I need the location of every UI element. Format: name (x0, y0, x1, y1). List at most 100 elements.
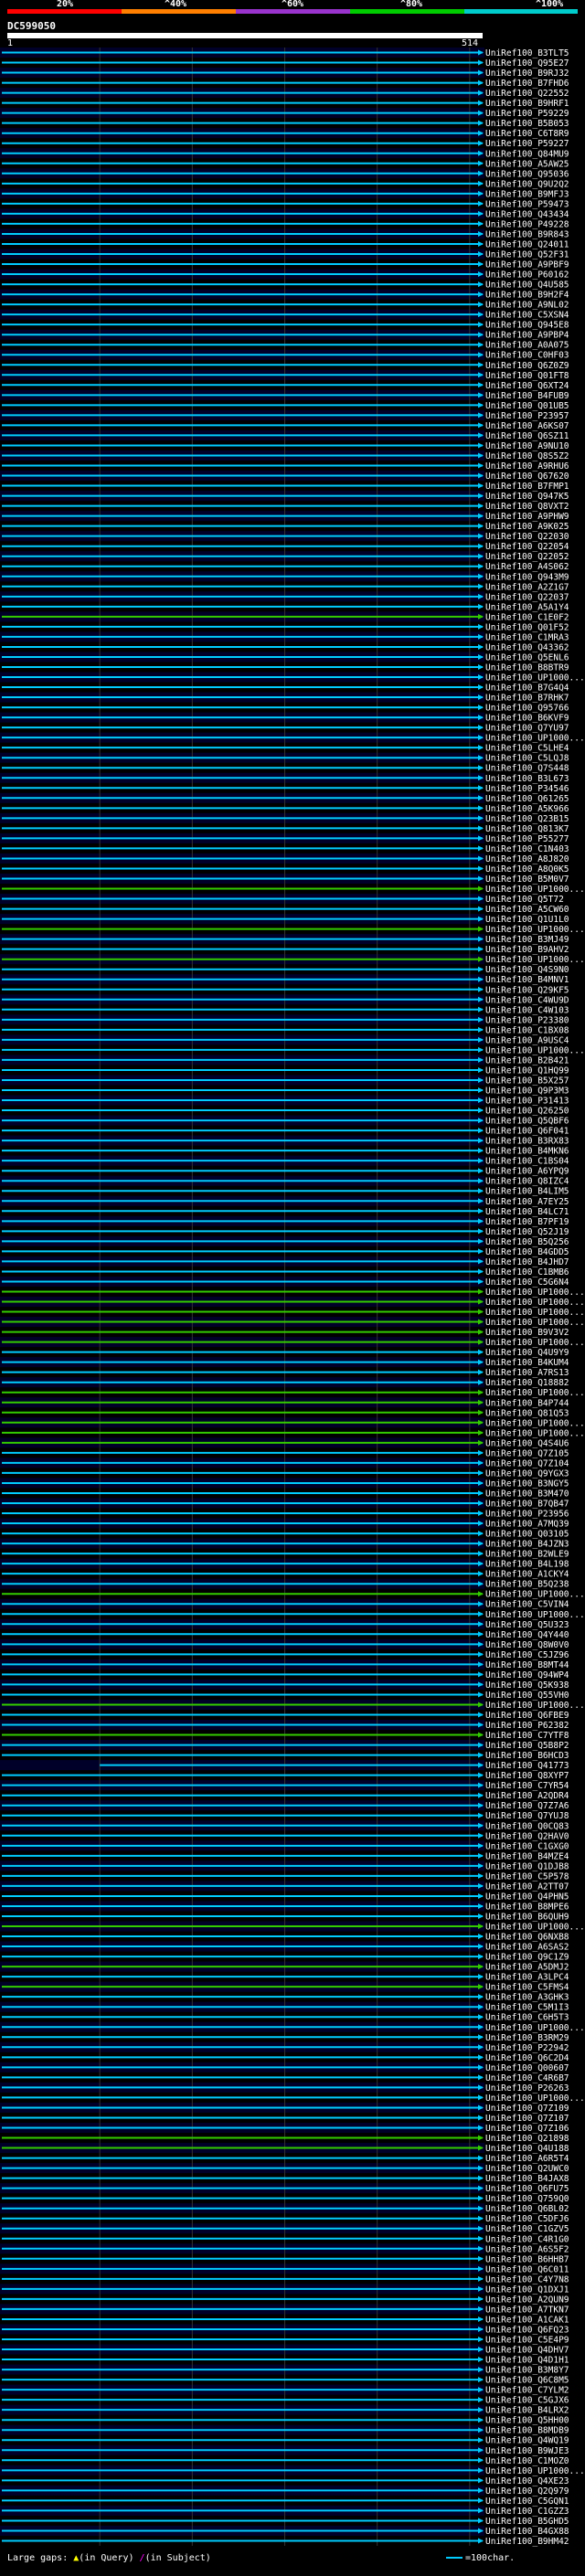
hit-label[interactable]: UniRef100_Q7Z7A6 (485, 1801, 569, 1811)
hit-label[interactable]: UniRef100_C5LHE4 (485, 744, 569, 754)
hit-label[interactable]: UniRef100_Q947K5 (485, 492, 569, 502)
hit-label[interactable]: UniRef100_UP1000... (485, 1338, 585, 1348)
hit-label[interactable]: UniRef100_Q5ENL6 (485, 652, 569, 663)
hit-label[interactable]: UniRef100_A2QUN9 (485, 2295, 569, 2305)
hit-label[interactable]: UniRef100_Q7Z106 (485, 2124, 569, 2134)
hit-label[interactable]: UniRef100_A5A1Y4 (485, 602, 569, 612)
hit-label[interactable]: UniRef100_Q8XYP7 (485, 1771, 569, 1781)
hit-label[interactable]: UniRef100_C4R6B7 (485, 2073, 569, 2083)
hit-label[interactable]: UniRef100_Q4S4U6 (485, 1438, 569, 1448)
hit-label[interactable]: UniRef100_A6YPQ9 (485, 1167, 569, 1177)
hit-label[interactable]: UniRef100_UP1000... (485, 2094, 585, 2104)
hit-label[interactable]: UniRef100_C5VIN4 (485, 1600, 569, 1610)
hit-label[interactable]: UniRef100_A9RHU6 (485, 461, 569, 472)
hit-label[interactable]: UniRef100_UP1000... (485, 1388, 585, 1398)
hit-label[interactable]: UniRef100_Q52J19 (485, 1227, 569, 1237)
hit-label[interactable]: UniRef100_B4FUB9 (485, 391, 569, 401)
hit-label[interactable]: UniRef100_UP1000... (485, 734, 585, 744)
hit-label[interactable]: UniRef100_C1GZV5 (485, 2224, 569, 2234)
hit-label[interactable]: UniRef100_Q2Q979 (485, 2486, 569, 2496)
hit-label[interactable]: UniRef100_B6QUH9 (485, 1912, 569, 1922)
hit-label[interactable]: UniRef100_A7EY25 (485, 1197, 569, 1207)
hit-label[interactable]: UniRef100_A9PBF9 (485, 260, 569, 270)
hit-label[interactable]: UniRef100_UP1000... (485, 1288, 585, 1298)
hit-label[interactable]: UniRef100_Q43362 (485, 642, 569, 652)
hit-label[interactable]: UniRef100_Q9YGX3 (485, 1468, 569, 1479)
hit-label[interactable]: UniRef100_Q22052 (485, 552, 569, 562)
hit-label[interactable]: UniRef100_B8MDB9 (485, 2426, 569, 2436)
hit-label[interactable]: UniRef100_C6T8R9 (485, 129, 569, 139)
hit-label[interactable]: UniRef100_P59473 (485, 199, 569, 209)
hit-label[interactable]: UniRef100_A9NU10 (485, 441, 569, 451)
hit-label[interactable]: UniRef100_Q4D1H1 (485, 2356, 569, 2366)
hit-label[interactable]: UniRef100_A4S062 (485, 562, 569, 572)
hit-label[interactable]: UniRef100_UP1000... (485, 955, 585, 965)
hit-label[interactable]: UniRef100_B7G4Q4 (485, 684, 569, 694)
hit-label[interactable]: UniRef100_UP1000... (485, 925, 585, 935)
hit-label[interactable]: UniRef100_UP1000... (485, 1418, 585, 1428)
hit-label[interactable]: UniRef100_C7YTF8 (485, 1731, 569, 1741)
hit-label[interactable]: UniRef100_B8MPE6 (485, 1902, 569, 1912)
hit-label[interactable]: UniRef100_Q8S5Z2 (485, 451, 569, 461)
hit-label[interactable]: UniRef100_Q6C011 (485, 2264, 569, 2274)
hit-label[interactable]: UniRef100_C4WU9D (485, 995, 569, 1005)
hit-label[interactable]: UniRef100_Q6FU75 (485, 2184, 569, 2194)
hit-label[interactable]: UniRef100_C5GJX6 (485, 2396, 569, 2406)
hit-label[interactable]: UniRef100_A7RS13 (485, 1368, 569, 1378)
hit-label[interactable]: UniRef100_P62382 (485, 1721, 569, 1731)
hit-label[interactable]: UniRef100_B9HRF1 (485, 99, 569, 109)
hit-label[interactable]: UniRef100_A2QDR4 (485, 1791, 569, 1801)
hit-label[interactable]: UniRef100_B9WJE3 (485, 2446, 569, 2456)
hit-label[interactable]: UniRef100_Q41773 (485, 1761, 569, 1771)
hit-label[interactable]: UniRef100_C5LQJ8 (485, 754, 569, 764)
hit-label[interactable]: UniRef100_UP1000... (485, 1045, 585, 1055)
hit-label[interactable]: UniRef100_Q7YUJ8 (485, 1811, 569, 1821)
hit-label[interactable]: UniRef100_B9R843 (485, 229, 569, 239)
hit-label[interactable]: UniRef100_Q00607 (485, 2063, 569, 2073)
hit-label[interactable]: UniRef100_A1CAK1 (485, 2315, 569, 2325)
hit-label[interactable]: UniRef100_B4JAX8 (485, 2174, 569, 2184)
hit-label[interactable]: UniRef100_UP1000... (485, 2466, 585, 2476)
hit-label[interactable]: UniRef100_B4P744 (485, 1398, 569, 1408)
hit-label[interactable]: UniRef100_Q1DXJ1 (485, 2284, 569, 2295)
hit-label[interactable]: UniRef100_UP1000... (485, 1590, 585, 1600)
hit-label[interactable]: UniRef100_P26263 (485, 2083, 569, 2094)
hit-label[interactable]: UniRef100_B5GHD5 (485, 2517, 569, 2527)
hit-label[interactable]: UniRef100_Q67620 (485, 472, 569, 482)
hit-label[interactable]: UniRef100_P59229 (485, 109, 569, 119)
hit-label[interactable]: UniRef100_Q943M9 (485, 572, 569, 582)
hit-label[interactable]: UniRef100_C6H5T3 (485, 2013, 569, 2023)
hit-label[interactable]: UniRef100_Q81Q53 (485, 1408, 569, 1418)
hit-label[interactable]: UniRef100_P31413 (485, 1097, 569, 1107)
hit-label[interactable]: UniRef100_Q1HQ99 (485, 1065, 569, 1076)
hit-label[interactable]: UniRef100_C7YR54 (485, 1781, 569, 1791)
hit-label[interactable]: UniRef100_Q01F52 (485, 622, 569, 632)
hit-label[interactable]: UniRef100_C7YLM2 (485, 2386, 569, 2396)
hit-label[interactable]: UniRef100_UP1000... (485, 673, 585, 684)
hit-label[interactable]: UniRef100_Q6Z0Z9 (485, 361, 569, 371)
hit-label[interactable]: UniRef100_B7QB47 (485, 1499, 569, 1509)
hit-label[interactable]: UniRef100_A9PHW9 (485, 512, 569, 522)
hit-label[interactable]: UniRef100_UP1000... (485, 1318, 585, 1328)
hit-label[interactable]: UniRef100_UP1000... (485, 1428, 585, 1438)
hit-label[interactable]: UniRef100_Q9P3M3 (485, 1087, 569, 1097)
hit-label[interactable]: UniRef100_Q2UWC0 (485, 2164, 569, 2174)
hit-label[interactable]: UniRef100_A9PBP4 (485, 331, 569, 341)
hit-label[interactable]: UniRef100_A5K966 (485, 804, 569, 814)
hit-label[interactable]: UniRef100_Q95E27 (485, 58, 569, 69)
hit-label[interactable]: UniRef100_C1E0F2 (485, 612, 569, 622)
hit-label[interactable]: UniRef100_B4MZE4 (485, 1851, 569, 1861)
hit-label[interactable]: UniRef100_A0A075 (485, 341, 569, 351)
hit-label[interactable]: UniRef100_B6HCD3 (485, 1751, 569, 1761)
hit-label[interactable]: UniRef100_C4R1G0 (485, 2234, 569, 2244)
hit-label[interactable]: UniRef100_Q5K938 (485, 1680, 569, 1691)
hit-label[interactable]: UniRef100_Q29KF5 (485, 985, 569, 995)
hit-label[interactable]: UniRef100_B7FHD6 (485, 79, 569, 89)
hit-label[interactable]: UniRef100_Q8IZC4 (485, 1177, 569, 1187)
hit-label[interactable]: UniRef100_C5P578 (485, 1871, 569, 1882)
hit-label[interactable]: UniRef100_Q22054 (485, 542, 569, 552)
hit-label[interactable]: UniRef100_UP1000... (485, 1610, 585, 1620)
hit-label[interactable]: UniRef100_C5G6N4 (485, 1277, 569, 1288)
hit-label[interactable]: UniRef100_Q6SZ11 (485, 431, 569, 441)
hit-label[interactable]: UniRef100_Q6FBE9 (485, 1711, 569, 1721)
